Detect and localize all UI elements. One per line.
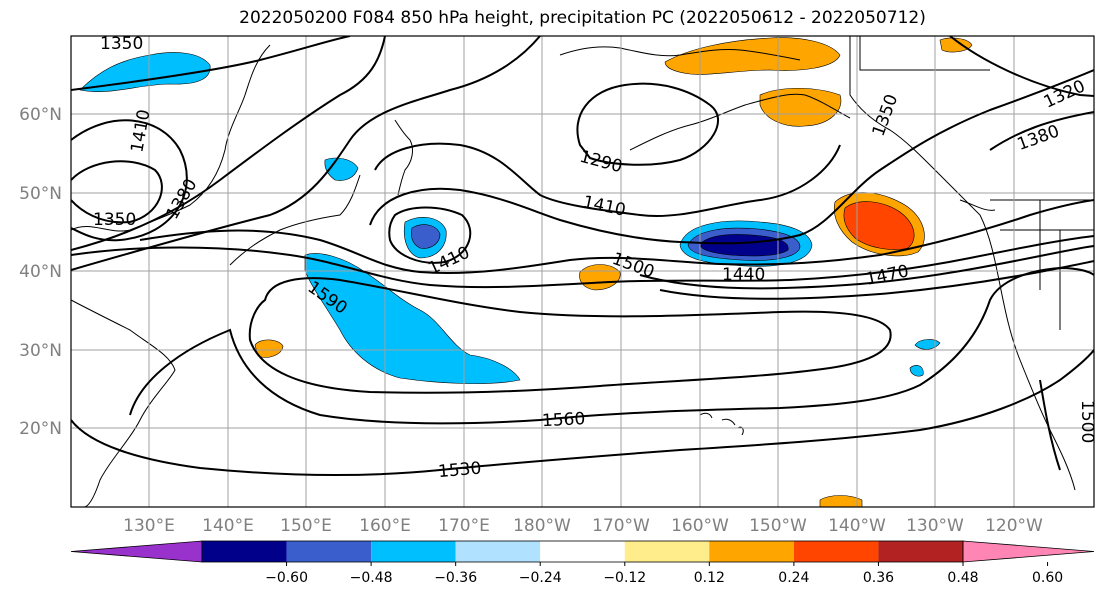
colorbar-tick-label: 0.48 — [947, 570, 978, 586]
contour-label: 1560 — [542, 409, 586, 431]
lat-label: 40°N — [19, 262, 62, 282]
colorbar-segment — [624, 541, 710, 562]
colorbar-segment — [793, 541, 879, 562]
colorbar-segment — [878, 541, 963, 562]
contour-label: 1530 — [437, 458, 482, 482]
lon-label: 120°W — [985, 516, 1043, 536]
map-plot-area — [71, 36, 1094, 507]
lon-label: 130°E — [123, 516, 175, 536]
longitude-labels: 130°E 140°E 150°E 160°E 170°E 180°W 170°… — [123, 516, 1043, 536]
lon-label: 150°W — [749, 516, 807, 536]
colorbar-tick-label: −0.36 — [434, 570, 477, 586]
lat-label: 30°N — [19, 341, 62, 361]
colorbar-ticks: −0.60 −0.48 −0.36 −0.24 −0.12 0.12 0.24 0.36 0.4… — [265, 562, 1063, 586]
colorbar-extend-low — [70, 540, 203, 563]
map-title: 2022050200 F084 850 hPa height, precipit… — [239, 8, 926, 28]
colorbar: −0.60 −0.48 −0.36 −0.24 −0.12 0.12 0.24 0.36 0.4… — [70, 540, 1095, 586]
lon-label: 140°W — [828, 516, 886, 536]
lon-label: 170°E — [438, 516, 490, 536]
colorbar-tick-label: −0.48 — [350, 570, 393, 586]
colorbar-segment — [202, 541, 287, 562]
colorbar-extend-high — [962, 540, 1095, 563]
lon-label: 140°E — [202, 516, 254, 536]
contour-label: 1350 — [100, 34, 143, 54]
colorbar-tick-label: 0.24 — [778, 570, 809, 586]
colorbar-frame — [201, 540, 964, 563]
colorbar-segments — [70, 540, 1095, 563]
colorbar-segment — [540, 541, 625, 562]
lat-label: 50°N — [19, 184, 62, 204]
lon-label: 170°W — [592, 516, 650, 536]
lon-label: 130°W — [906, 516, 964, 536]
colorbar-segment — [709, 541, 794, 562]
lat-label: 60°N — [19, 105, 62, 125]
colorbar-segment — [371, 541, 456, 562]
latitude-labels: 60°N 50°N 40°N 30°N 20°N — [19, 105, 62, 439]
colorbar-tick-label: −0.24 — [519, 570, 562, 586]
lon-label: 160°E — [359, 516, 411, 536]
graticule — [71, 36, 1094, 507]
height-contours — [71, 36, 1094, 477]
colorbar-tick-label: −0.12 — [603, 570, 646, 586]
colorbar-tick-label: 0.12 — [694, 570, 725, 586]
contour-label: 1440 — [722, 265, 765, 285]
colorbar-tick-label: 0.36 — [863, 570, 894, 586]
lon-label: 160°W — [671, 516, 729, 536]
lon-label: 180°W — [513, 516, 571, 536]
contour-label: 1350 — [93, 210, 136, 230]
contour-label: 1500 — [1077, 400, 1097, 443]
plot-frame — [70, 35, 1095, 508]
colorbar-tick-label: −0.60 — [265, 570, 308, 586]
colorbar-segment — [455, 541, 541, 562]
colorbar-segment — [286, 541, 372, 562]
lon-label: 150°E — [280, 516, 332, 536]
colorbar-tick-label: 0.60 — [1032, 570, 1063, 586]
lat-label: 20°N — [19, 419, 62, 439]
